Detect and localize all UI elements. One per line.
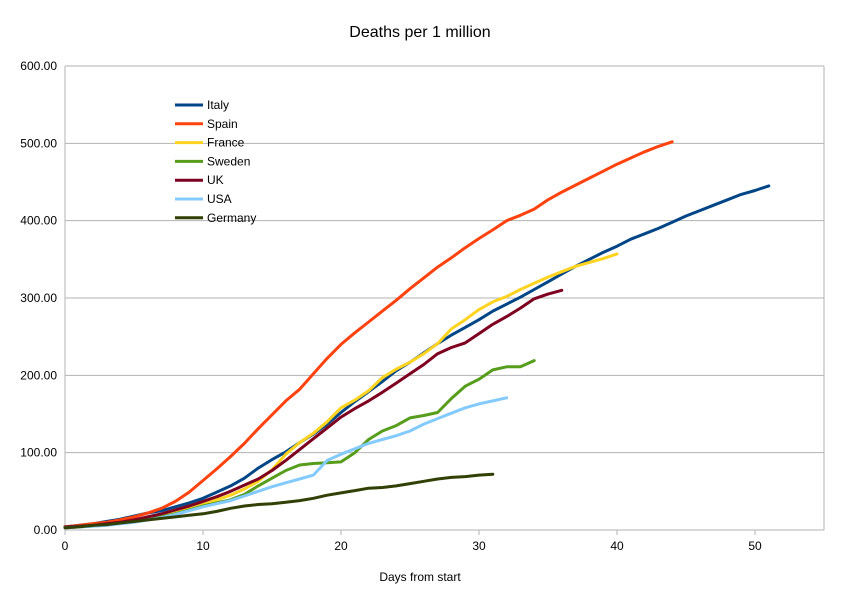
series-line-spain — [63, 140, 674, 529]
y-tick-label: 500.00 — [20, 136, 57, 150]
x-tick-label: 30 — [472, 539, 486, 553]
series-line-germany — [63, 472, 495, 530]
x-tick-label: 50 — [748, 539, 762, 553]
y-tick-label: 600.00 — [20, 59, 57, 73]
legend-label-sweden: Sweden — [207, 154, 250, 168]
series-lines — [63, 140, 771, 530]
legend-label-germany: Germany — [207, 211, 256, 225]
legend-label-uk: UK — [207, 173, 224, 187]
y-tick-label: 400.00 — [20, 214, 57, 228]
x-tick-label: 20 — [334, 539, 348, 553]
legend-label-usa: USA — [207, 192, 232, 206]
legend-label-france: France — [207, 136, 245, 150]
x-axis-title: Days from start — [379, 570, 461, 584]
y-tick-label: 0.00 — [34, 523, 58, 537]
y-tick-label: 100.00 — [20, 446, 57, 460]
chart-title: Deaths per 1 million — [349, 24, 490, 41]
y-tick-label: 300.00 — [20, 291, 57, 305]
x-tick-label: 0 — [62, 539, 69, 553]
series-line-uk — [63, 288, 564, 529]
x-tick-label: 10 — [196, 539, 210, 553]
axes: 0.00 100.00 200.00 300.00 400.00 500.00 600.00… — [20, 59, 825, 553]
legend: Italy Spain France Sweden UK USA Germany — [175, 98, 256, 225]
y-tick-label: 200.00 — [20, 368, 57, 382]
legend-label-italy: Italy — [207, 98, 229, 112]
legend-label-spain: Spain — [207, 117, 238, 131]
x-tick-label: 40 — [610, 539, 624, 553]
